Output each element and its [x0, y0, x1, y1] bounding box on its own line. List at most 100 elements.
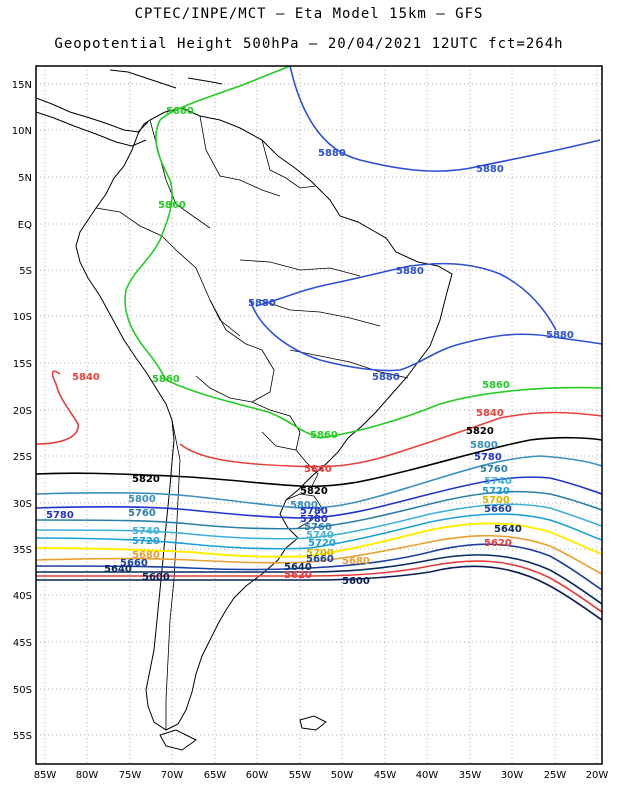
- lon-label: 80W: [76, 770, 99, 781]
- contour-5720: [36, 513, 602, 550]
- contour-label: 5840: [476, 408, 504, 419]
- contour-label: 5740: [484, 476, 512, 487]
- contour-label: 5860: [152, 374, 180, 385]
- country-borders: [95, 115, 409, 730]
- lon-label: 60W: [246, 770, 269, 781]
- central-america-coastline: [36, 97, 149, 133]
- contour-label: 5840: [304, 464, 332, 475]
- coastlines: [36, 69, 453, 751]
- contour-5600: [36, 565, 602, 621]
- contour-label: 5820: [132, 474, 160, 485]
- contour-5660: [36, 543, 602, 591]
- border-bolivia: [195, 299, 275, 403]
- contour-label: 5880: [546, 330, 574, 341]
- contour-label: 5720: [482, 486, 510, 497]
- lon-label: 50W: [331, 770, 354, 781]
- contour-labels: 5860 5880 5880 5860 5880 5880 5880 5880 …: [46, 106, 574, 587]
- contour-label: 5640: [104, 564, 132, 575]
- lat-label: EQ: [18, 220, 32, 231]
- hispaniola-outline: [187, 77, 223, 85]
- contour-5700: [36, 522, 602, 558]
- lon-label: 75W: [119, 770, 142, 781]
- lon-label: 25W: [544, 770, 567, 781]
- contour-label: 5620: [484, 538, 512, 549]
- lat-label: 40S: [13, 591, 32, 602]
- border-colombia: [149, 119, 211, 229]
- contour-5860-west: [124, 119, 173, 381]
- lat-label: 10S: [13, 312, 32, 323]
- falklands-outline: [299, 715, 327, 731]
- lat-label: 35S: [13, 545, 32, 556]
- contour-label: 5840: [72, 372, 100, 383]
- brazil-states-center: [259, 299, 381, 327]
- brazil-states-south: [289, 349, 409, 379]
- contour-label: 5860: [310, 430, 338, 441]
- contour-label: 5780: [300, 514, 328, 525]
- contour-label: 5640: [284, 562, 312, 573]
- contour-label: 5760: [128, 508, 156, 519]
- contour-label: 5860: [166, 106, 194, 117]
- lat-label: 50S: [13, 685, 32, 696]
- contour-label: 5680: [132, 550, 160, 561]
- contour-5640: [36, 554, 602, 605]
- contours: [36, 66, 602, 621]
- contour-label: 5600: [342, 576, 370, 587]
- contour-label: 5860: [158, 200, 186, 211]
- contour-label: 5700: [306, 548, 334, 559]
- lat-label: 25S: [13, 452, 32, 463]
- contour-label: 5780: [474, 452, 502, 463]
- lat-label: 15N: [12, 80, 32, 91]
- lat-label: 15S: [13, 359, 32, 370]
- central-america-south-coast: [36, 111, 147, 147]
- border-venezuela: [199, 115, 281, 197]
- contour-5840-main: [179, 411, 602, 468]
- brazil-states-north: [239, 259, 361, 277]
- contour-label: 5740: [132, 526, 160, 537]
- contour-label: 5640: [494, 524, 522, 535]
- lon-label: 65W: [204, 770, 227, 781]
- contour-5860-north: [159, 66, 291, 121]
- contour-label: 5720: [132, 536, 160, 547]
- contour-label: 5820: [300, 486, 328, 497]
- south-america-coastline: [75, 107, 453, 731]
- contour-5620: [36, 560, 602, 613]
- contour-label: 5760: [304, 522, 332, 533]
- lat-label: 5N: [18, 173, 32, 184]
- tierra-del-fuego: [159, 729, 197, 751]
- lon-axis: 85W 80W 75W 70W 65W 60W 55W 50W 45W 40W …: [34, 770, 609, 781]
- contour-5740: [36, 503, 602, 540]
- contour-label: 5600: [142, 572, 170, 583]
- contour-5880-inner: [255, 262, 557, 331]
- contour-5780: [36, 476, 602, 519]
- contour-5680: [36, 534, 602, 575]
- lat-label: 55S: [13, 731, 32, 742]
- contour-label: 5880: [248, 298, 276, 309]
- contour-label: 5740: [306, 530, 334, 541]
- lat-label: 5S: [19, 266, 32, 277]
- contour-label: 5660: [484, 504, 512, 515]
- contour-5800: [36, 455, 602, 509]
- contour-5880-north: [289, 66, 601, 172]
- contour-label: 5760: [480, 464, 508, 475]
- border-paraguay: [251, 401, 301, 451]
- contour-label: 5660: [120, 558, 148, 569]
- border-ecuador-peru: [95, 207, 163, 237]
- lon-label: 85W: [34, 770, 57, 781]
- lon-label: 35W: [459, 770, 482, 781]
- map-title: CPTEC/INPE/MCT – Eta Model 15km – GFS: [134, 6, 484, 22]
- border-guianas: [261, 139, 317, 189]
- contour-label: 5660: [306, 554, 334, 565]
- contour-label: 5800: [470, 440, 498, 451]
- lat-label: 20S: [13, 406, 32, 417]
- map-subtitle: Geopotential Height 500hPa – 20/04/2021 …: [54, 36, 564, 52]
- border-argentina-brazil: [295, 449, 319, 487]
- contour-label: 5800: [128, 494, 156, 505]
- contour-label: 5780: [300, 506, 328, 517]
- lon-label: 45W: [374, 770, 397, 781]
- contour-label: 5780: [46, 510, 74, 521]
- contour-5880-central: [249, 299, 602, 372]
- lon-label: 70W: [161, 770, 184, 781]
- contour-5760: [36, 490, 602, 530]
- contour-label: 5620: [284, 570, 312, 581]
